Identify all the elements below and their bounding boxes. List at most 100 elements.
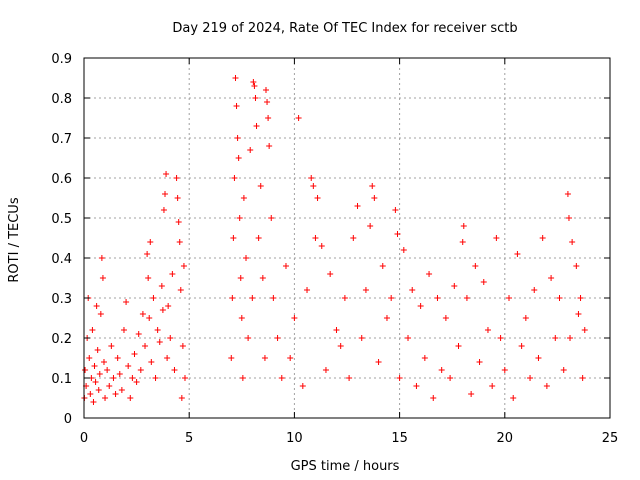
data-point	[266, 143, 273, 149]
data-point	[278, 375, 285, 381]
data-point	[265, 115, 272, 121]
data-point	[556, 295, 563, 301]
data-point	[575, 311, 582, 317]
data-point	[169, 271, 176, 277]
data-point	[127, 395, 134, 401]
data-point	[235, 155, 242, 161]
data-point	[120, 327, 127, 333]
data-point	[539, 235, 546, 241]
x-tick-label: 25	[602, 431, 619, 446]
data-point	[447, 375, 454, 381]
data-point	[142, 343, 149, 349]
data-point	[379, 263, 386, 269]
data-point	[362, 287, 369, 293]
data-point	[451, 283, 458, 289]
data-point	[531, 287, 538, 293]
data-point	[535, 355, 542, 361]
y-tick-label: 0.9	[51, 52, 72, 67]
data-point	[569, 239, 576, 245]
data-point	[497, 335, 504, 341]
data-point	[98, 255, 105, 261]
data-point	[527, 375, 534, 381]
data-point	[131, 351, 138, 357]
data-point	[560, 367, 567, 373]
data-point	[514, 251, 521, 257]
y-axis-label: ROTI / TECUs	[7, 197, 22, 282]
data-point	[114, 355, 121, 361]
data-point	[318, 243, 325, 249]
data-point	[96, 371, 103, 377]
y-tick-label: 0.4	[51, 252, 72, 267]
x-tick-label: 10	[286, 431, 303, 446]
data-point	[421, 355, 428, 361]
data-point	[430, 395, 437, 401]
data-point	[295, 115, 302, 121]
data-point	[156, 339, 163, 345]
data-point	[480, 279, 487, 285]
data-point	[174, 195, 181, 201]
axis-ticks	[83, 57, 611, 419]
data-point	[548, 275, 555, 281]
data-point	[145, 275, 152, 281]
data-point	[257, 183, 264, 189]
chart-title: Day 219 of 2024, Rate Of TEC Index for r…	[172, 21, 517, 36]
data-point	[400, 247, 407, 253]
y-tick-label: 0.6	[51, 172, 72, 187]
data-point	[97, 311, 104, 317]
data-point	[573, 263, 580, 269]
data-point	[108, 343, 115, 349]
data-point	[135, 331, 142, 337]
data-point	[565, 215, 572, 221]
y-tick-label: 0.1	[51, 372, 72, 387]
data-point	[91, 363, 98, 369]
data-point	[383, 315, 390, 321]
data-point	[129, 375, 136, 381]
data-point	[164, 355, 171, 361]
data-point	[167, 335, 174, 341]
data-point	[259, 275, 266, 281]
data-point	[95, 387, 102, 393]
data-point	[394, 231, 401, 237]
data-point	[110, 375, 117, 381]
grid-lines	[84, 58, 610, 418]
data-point	[177, 287, 184, 293]
data-points	[81, 75, 588, 405]
data-point	[543, 383, 550, 389]
data-point	[137, 367, 144, 373]
data-point	[165, 303, 172, 309]
data-point	[375, 359, 382, 365]
data-point	[459, 239, 466, 245]
data-point	[472, 263, 479, 269]
data-point	[299, 383, 306, 389]
data-point	[163, 171, 170, 177]
data-point	[567, 335, 574, 341]
data-point	[581, 327, 588, 333]
data-point	[337, 343, 344, 349]
data-point	[252, 95, 259, 101]
data-point	[484, 327, 491, 333]
data-point	[240, 195, 247, 201]
data-point	[358, 335, 365, 341]
data-point	[116, 371, 123, 377]
data-point	[236, 215, 243, 221]
data-point	[312, 235, 319, 241]
data-point	[118, 387, 125, 393]
data-point	[367, 223, 374, 229]
data-point	[86, 355, 93, 361]
y-tick-label: 0.3	[51, 292, 72, 307]
data-point	[310, 183, 317, 189]
data-point	[333, 327, 340, 333]
data-point	[139, 311, 146, 317]
x-tick-label: 5	[185, 431, 193, 446]
data-point	[247, 147, 254, 153]
data-point	[261, 355, 268, 361]
x-tick-label: 15	[391, 431, 408, 446]
data-point	[510, 395, 517, 401]
data-point	[455, 343, 462, 349]
data-point	[175, 219, 182, 225]
data-point	[262, 87, 269, 93]
data-point	[405, 335, 412, 341]
data-point	[99, 275, 106, 281]
x-tick-label: 0	[80, 431, 88, 446]
y-tick-label: 0.5	[51, 212, 72, 227]
